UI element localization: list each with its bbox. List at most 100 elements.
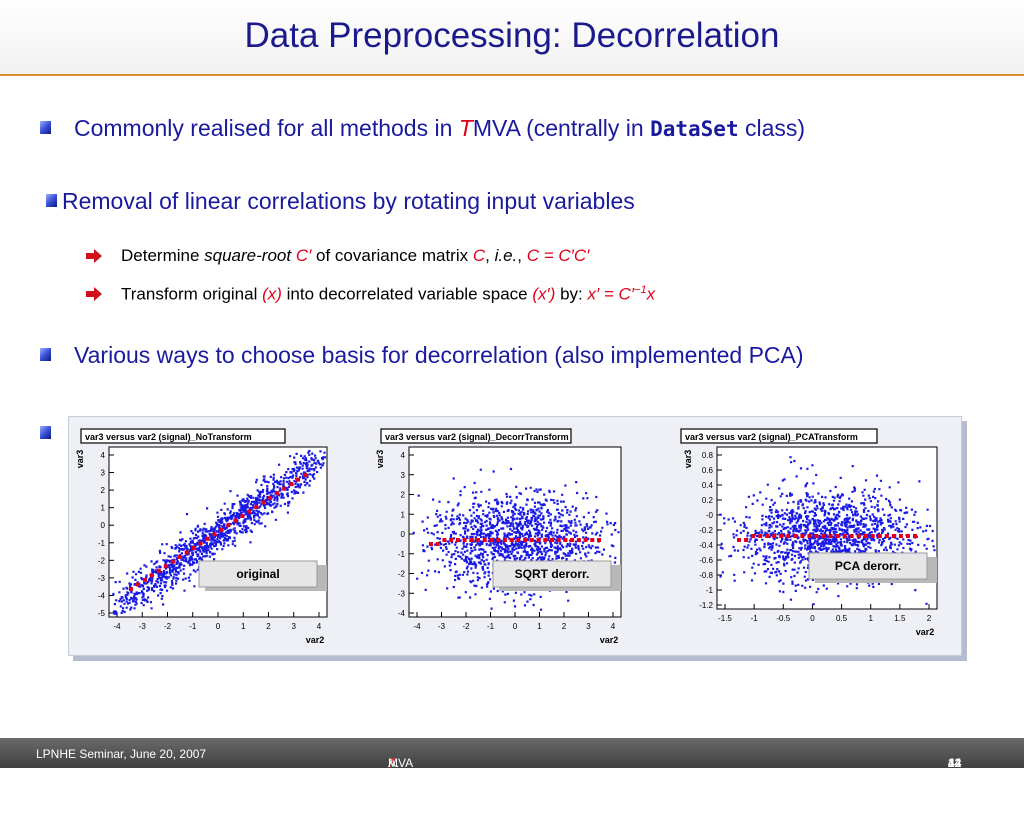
plot-1-ytick-label: -5: [98, 609, 106, 618]
plot-2-xtick-label: -1: [487, 622, 495, 631]
slide-title: Data Preprocessing: Decorrelation: [244, 16, 780, 55]
plot-1-xtick-label: -2: [164, 622, 172, 631]
plot-3-profile-point: [913, 534, 917, 538]
plot-1-title-box: [80, 428, 286, 444]
plot-2-xtick-label: 3: [586, 622, 591, 631]
plot-3-ytick-label: -0.4: [699, 541, 713, 550]
plot-2-profile-point: [529, 538, 534, 542]
plot-2-title: var3 versus var2 (signal)_DecorrTransfor…: [385, 432, 569, 442]
plot-2-profile-point: [549, 538, 554, 542]
plot-3-xtick-label: -1.5: [718, 614, 732, 623]
plot-3-ytick-label: -0.2: [699, 526, 713, 535]
plot-2-profile-point: [455, 538, 460, 542]
plot-2-profile-point: [576, 538, 581, 542]
plot-2-ytick-label: 3: [401, 471, 406, 480]
plot-1-title: var3 versus var2 (signal)_NoTransform: [85, 432, 252, 442]
plot-2-profile-point: [435, 542, 440, 546]
plot-2-xtick-label: 0: [513, 622, 518, 631]
plot-3-xtick-label: 0.5: [836, 614, 848, 623]
plot-1-profile-point: [219, 527, 224, 532]
plot-1-ytick-label: 1: [101, 504, 106, 513]
plot-3-profile-point: [898, 534, 903, 538]
plot-1-xtick-label: 0: [216, 622, 221, 631]
plot-1-xtick-label: -1: [189, 622, 197, 631]
plot-3-ytick-label: -0.8: [699, 571, 713, 580]
plot-3-scatter-points: [719, 456, 936, 606]
plot-2-ytick-label: -1: [398, 550, 406, 559]
plot-3-xlabel: var2: [916, 627, 935, 637]
bullet-square-icon: [46, 194, 57, 207]
plot-3-profile-point: [842, 534, 847, 538]
plot-1-xtick-label: 3: [292, 622, 297, 631]
plot-2-profile-point: [563, 538, 568, 542]
plot-1-ytick-label: 4: [101, 451, 106, 460]
plot-3-profile-point: [751, 534, 756, 538]
plot-1-profile-point: [156, 568, 161, 573]
plot-3-profile-point: [744, 538, 749, 542]
plot-1-ytick-label: 3: [101, 469, 106, 478]
plot-3-title: var3 versus var2 (signal)_PCATransform: [685, 432, 858, 442]
scatter-plots: var3 versus var2 (signal)_NoTransformvar…: [75, 428, 938, 645]
plot-2-profile-point: [469, 538, 474, 542]
plot-2-scatter-points: [412, 467, 620, 611]
plot-1-ytick-label: -4: [98, 591, 106, 600]
plot-2-xtick-label: 2: [562, 622, 567, 631]
plot-2-ytick-label: -2: [398, 570, 406, 579]
plot-2-profile-point: [476, 538, 481, 542]
plot-2-profile-point: [590, 538, 595, 542]
plot-1-ytick-label: 2: [101, 486, 106, 495]
plot-3-ytick-label: 0.8: [702, 451, 714, 460]
plot-1-xtick-label: -4: [113, 622, 121, 631]
plot-3-profile-point: [814, 534, 819, 538]
plot-2-profile-point: [449, 538, 454, 542]
plot-3-profile-point: [779, 534, 784, 538]
plot-3-title-box: [680, 428, 878, 444]
plot-2-label-box: [492, 560, 612, 588]
plot-2-profile-point: [509, 538, 514, 542]
plot-3-profile-point: [772, 534, 777, 538]
plot-3-ytick-label: -1.2: [699, 601, 713, 610]
plot-2-ytick-label: -4: [398, 609, 406, 618]
plot-2-profile-point: [536, 538, 541, 542]
arrow-right-icon: [86, 249, 102, 263]
plot-2-profile-point: [570, 538, 575, 542]
plot-2-profile-point: [496, 538, 501, 542]
plot-3-profile-point: [793, 534, 798, 538]
plot-3-profile-point: [863, 534, 868, 538]
bullet-square-icon: [40, 121, 51, 134]
plot-1-profile-point: [170, 559, 175, 564]
bullet-square-icon: [40, 348, 51, 361]
plot-3-xtick-label: 1.5: [894, 614, 906, 623]
plot-3-profile-point: [828, 534, 833, 538]
plot-2-ytick-label: 1: [401, 510, 406, 519]
plot-1-profile-point: [191, 545, 196, 550]
plot-1-profile-point: [129, 587, 133, 591]
plot-2-profile-point: [489, 538, 494, 542]
plot-1-label-box: [198, 560, 318, 588]
plot-3-ytick-label: 0.4: [702, 481, 714, 490]
plot-3-label-box: [808, 552, 928, 580]
plot-3-ytick-label: -0: [706, 511, 714, 520]
plot-1-profile-point: [247, 509, 252, 514]
plot-1-profile-point: [296, 477, 301, 482]
plot-1-ytick-label: -2: [98, 556, 106, 565]
plot-2-title-box: [380, 428, 572, 444]
plot-3-profile-point: [849, 534, 854, 538]
plot-1-profile-point: [212, 532, 217, 537]
plot-1-profile-point: [254, 504, 259, 509]
plot-1-profile-point: [149, 573, 154, 578]
plot-2-label: SQRT derorr.: [515, 567, 590, 581]
plot-3-xtick-label: 1: [868, 614, 873, 623]
plot-1-xtick-label: -3: [139, 622, 147, 631]
plot-3-profile-point: [821, 534, 826, 538]
plot-1-points: [112, 449, 327, 616]
plot-3-profile-point: [758, 534, 763, 538]
plot-2-profile-point: [429, 542, 433, 546]
plot-1-profile-point: [268, 495, 273, 500]
plot-3-profile-point: [786, 534, 791, 538]
plot-3-profile-point: [870, 534, 875, 538]
plot-1-ytick-label: -1: [98, 539, 106, 548]
plot-1-profile-point: [226, 523, 231, 528]
sub-bullet-determine: Determine square-root C′ of covariance m…: [121, 246, 590, 265]
